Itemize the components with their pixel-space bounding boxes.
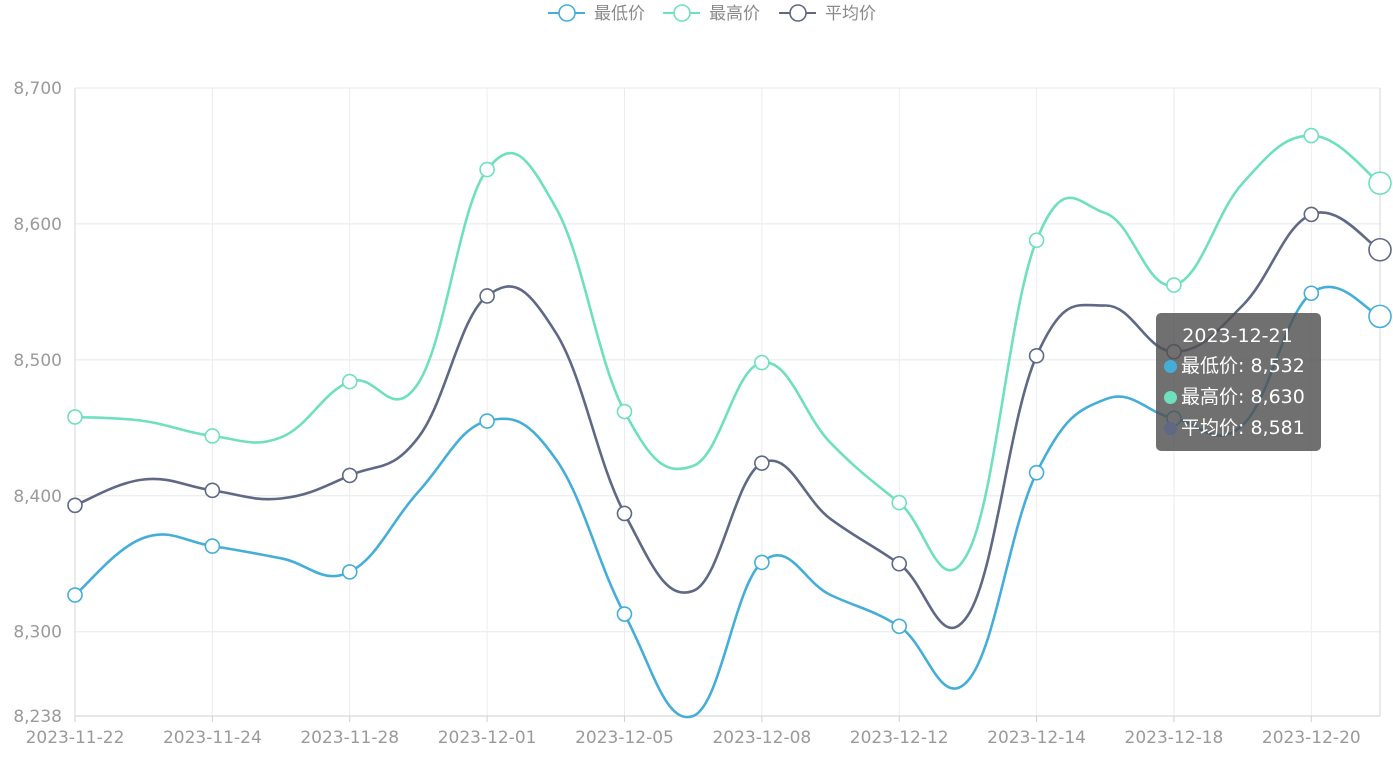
- x-tick-label: 2023-11-28: [300, 728, 399, 748]
- x-tick-label: 2023-12-12: [850, 728, 949, 748]
- legend[interactable]: 最低价 最高价 平均价: [548, 4, 876, 24]
- data-point-avg-price[interactable]: [1368, 237, 1392, 262]
- data-point-avg-price[interactable]: [204, 482, 221, 499]
- tooltip-row-max: 最高价: 8,630: [1164, 382, 1311, 413]
- data-point-min-price[interactable]: [479, 413, 495, 429]
- legend-label-max-price[interactable]: 最高价: [709, 4, 760, 24]
- legend-label-avg-price[interactable]: 平均价: [825, 4, 876, 24]
- data-point-avg-price[interactable]: [1303, 206, 1320, 223]
- tooltip-dot-avg: [1164, 422, 1177, 435]
- x-tick-label: 2023-12-14: [987, 728, 1086, 748]
- x-tick-label: 2023-11-22: [26, 728, 125, 748]
- data-point-min-price[interactable]: [891, 618, 908, 635]
- data-point-max-price[interactable]: [1303, 127, 1320, 144]
- legend-marker-avg-price: [789, 4, 807, 22]
- tooltip-dot-min: [1164, 360, 1177, 373]
- y-tick-label: 8,700: [13, 79, 62, 99]
- y-tick-label: 8,500: [13, 351, 62, 371]
- legend-marker-min-price: [558, 4, 576, 22]
- tooltip-text-max: 最高价: 8,630: [1181, 386, 1305, 408]
- data-point-avg-price[interactable]: [754, 455, 770, 471]
- data-point-min-price[interactable]: [67, 587, 83, 603]
- data-point-max-price[interactable]: [204, 428, 221, 444]
- data-point-min-price[interactable]: [1028, 464, 1045, 481]
- legend-label-min-price[interactable]: 最低价: [594, 4, 645, 24]
- tooltip-row-min: 最低价: 8,532: [1164, 351, 1311, 382]
- tooltip-text-avg: 平均价: 8,581: [1181, 417, 1305, 439]
- data-point-min-price[interactable]: [341, 564, 358, 580]
- x-tick-label: 2023-12-05: [575, 728, 674, 748]
- data-point-avg-price[interactable]: [479, 288, 495, 304]
- y-tick-label: 8,300: [13, 623, 62, 643]
- x-tick-label: 2023-12-18: [1125, 728, 1224, 748]
- data-point-max-price[interactable]: [1368, 171, 1392, 195]
- data-point-avg-price[interactable]: [616, 505, 633, 522]
- data-point-avg-price[interactable]: [67, 497, 83, 514]
- y-tick-label: 8,600: [13, 215, 62, 235]
- data-point-max-price[interactable]: [1028, 232, 1045, 249]
- y-tick-label: 8,400: [13, 487, 62, 507]
- data-point-min-price[interactable]: [204, 538, 221, 554]
- data-point-min-price[interactable]: [1303, 285, 1320, 302]
- data-point-max-price[interactable]: [341, 373, 358, 390]
- series-line-avg-price: [74, 211, 1381, 630]
- tooltip: 2023-12-21 最低价: 8,532 最高价: 8,630 平均价: 8,…: [1156, 313, 1321, 451]
- data-point-max-price[interactable]: [616, 403, 633, 420]
- data-point-min-price[interactable]: [616, 606, 633, 622]
- x-tick-label: 2023-11-24: [163, 728, 262, 748]
- y-tick-label: 8,238: [13, 707, 62, 727]
- data-point-avg-price[interactable]: [891, 555, 908, 572]
- data-point-max-price[interactable]: [891, 494, 908, 511]
- data-point-avg-price[interactable]: [1028, 347, 1045, 364]
- x-tick-label: 2023-12-01: [438, 728, 537, 748]
- x-tick-label: 2023-12-20: [1262, 728, 1361, 748]
- data-point-min-price[interactable]: [754, 554, 770, 571]
- data-point-max-price[interactable]: [67, 409, 83, 425]
- x-tick-label: 2023-12-08: [712, 728, 811, 748]
- legend-marker-max-price: [673, 4, 691, 22]
- tooltip-text-min: 最低价: 8,532: [1181, 355, 1305, 377]
- data-point-avg-price[interactable]: [341, 467, 358, 484]
- data-point-max-price[interactable]: [754, 354, 770, 371]
- data-point-min-price[interactable]: [1368, 304, 1392, 329]
- tooltip-dot-max: [1164, 391, 1177, 404]
- axes: 8,238 8,300 8,400 8,500 8,600 8,700 2023-11-22…: [13, 79, 1381, 748]
- data-point-max-price[interactable]: [479, 161, 495, 178]
- tooltip-row-avg: 平均价: 8,581: [1164, 413, 1311, 444]
- tooltip-title: 2023-12-21: [1182, 325, 1293, 347]
- data-point-max-price[interactable]: [1166, 277, 1182, 293]
